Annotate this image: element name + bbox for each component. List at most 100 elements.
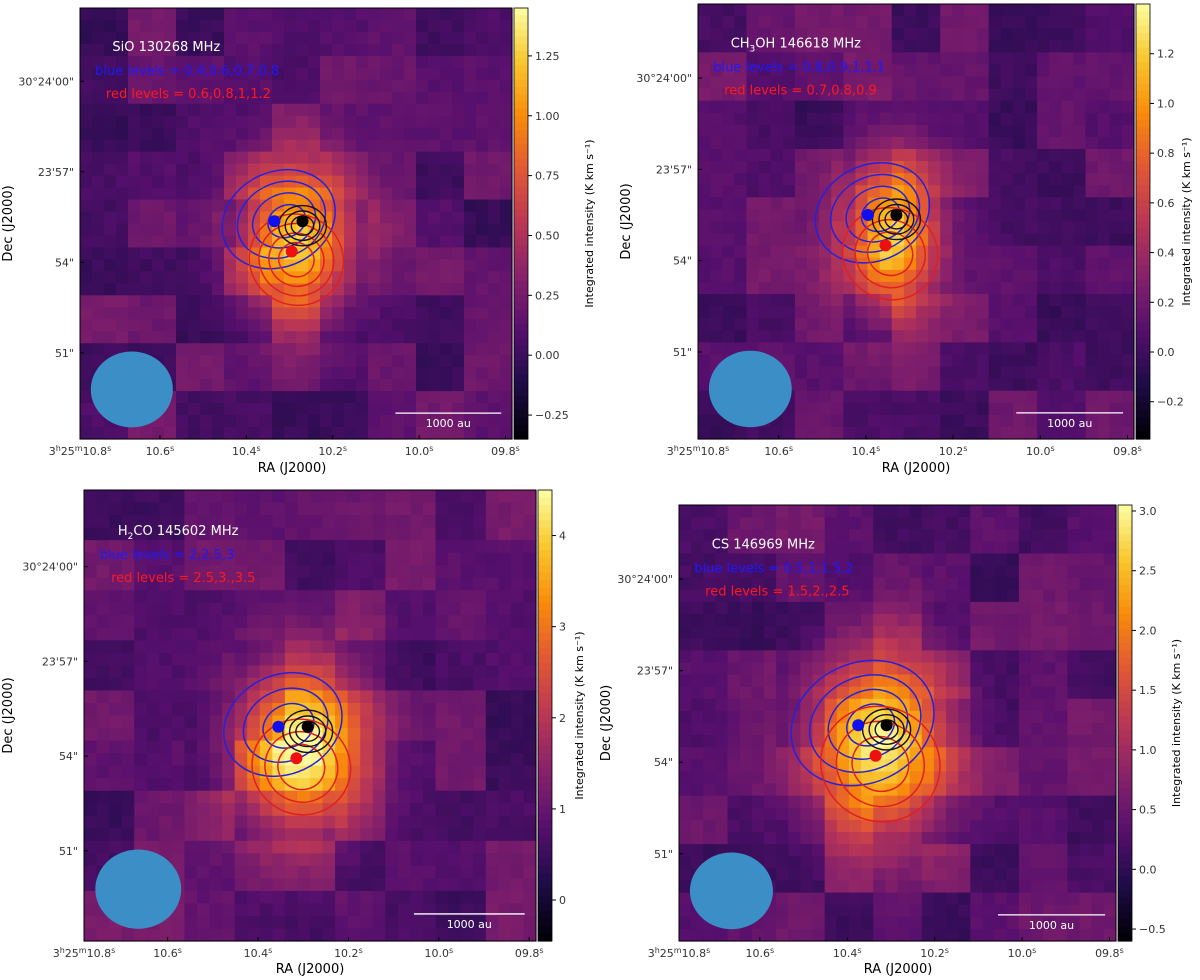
heatmap-cell bbox=[184, 853, 198, 867]
heatmap-cell bbox=[848, 626, 862, 639]
colorbar-segment bbox=[1136, 257, 1150, 266]
heatmap-cell bbox=[739, 819, 753, 833]
heatmap-cell bbox=[159, 490, 173, 504]
heatmap-cell bbox=[308, 343, 321, 356]
heatmap-cell bbox=[1049, 76, 1062, 90]
heatmap-cell bbox=[392, 247, 405, 261]
colorbar-segment bbox=[514, 245, 528, 253]
heatmap-cell bbox=[159, 778, 173, 792]
heatmap-cell bbox=[344, 199, 357, 213]
heatmap-cell bbox=[715, 807, 729, 821]
heatmap-cell bbox=[770, 318, 784, 331]
heatmap-cell bbox=[360, 665, 374, 679]
heatmap-cell bbox=[485, 928, 499, 942]
heatmap-cell bbox=[928, 161, 941, 174]
heatmap-cell bbox=[836, 698, 850, 712]
heatmap-cell bbox=[1073, 209, 1087, 223]
heatmap-cell bbox=[347, 915, 361, 930]
heatmap-cell bbox=[197, 640, 211, 654]
heatmap-cell bbox=[222, 490, 236, 504]
heatmap-cell bbox=[368, 283, 381, 296]
heatmap-cell bbox=[272, 803, 286, 817]
heatmap-cell bbox=[435, 890, 449, 905]
heatmap-cell bbox=[879, 76, 893, 90]
heatmap-cell bbox=[385, 790, 399, 804]
colorbar-segment bbox=[538, 587, 552, 596]
heatmap-cell bbox=[916, 28, 929, 41]
heatmap-cell bbox=[988, 426, 1002, 440]
heatmap-cell bbox=[440, 139, 453, 153]
x-tick-label: 10.2s bbox=[334, 946, 363, 960]
heatmap-cell bbox=[171, 677, 186, 692]
heatmap-cell bbox=[1109, 197, 1123, 211]
heatmap-cell bbox=[440, 163, 453, 177]
heatmap-cell bbox=[184, 753, 198, 767]
heatmap-cell bbox=[776, 783, 789, 797]
colorbar-segment bbox=[538, 707, 552, 717]
heatmap-cell bbox=[498, 878, 512, 892]
heatmap-cell bbox=[807, 281, 820, 295]
heatmap-cell bbox=[385, 490, 399, 504]
heatmap-cell bbox=[464, 163, 477, 177]
colorbar-segment bbox=[538, 888, 552, 897]
heatmap-cell bbox=[84, 903, 98, 917]
heatmap-cell bbox=[715, 626, 729, 639]
heatmap-cell bbox=[788, 819, 801, 833]
heatmap-cell bbox=[96, 840, 110, 854]
heatmap-cell bbox=[296, 31, 309, 45]
heatmap-cell bbox=[80, 19, 93, 33]
heatmap-cell bbox=[322, 665, 336, 679]
heatmap-cell bbox=[184, 515, 198, 529]
heatmap-cell bbox=[710, 64, 723, 78]
heatmap-cell bbox=[1012, 64, 1026, 78]
heatmap-cell bbox=[297, 515, 311, 529]
heatmap-cell bbox=[184, 765, 198, 779]
colorbar-segment bbox=[538, 647, 552, 656]
heatmap-cell bbox=[260, 319, 273, 332]
heatmap-cell bbox=[284, 391, 297, 404]
heatmap-cell bbox=[807, 64, 820, 78]
heatmap-cell bbox=[891, 52, 905, 66]
heatmap-cell bbox=[1037, 185, 1050, 198]
heatmap-cell bbox=[335, 803, 349, 817]
heatmap-cell bbox=[691, 638, 704, 651]
heatmap-cell bbox=[867, 161, 881, 174]
colorbar-label: Integrated intensity (K km s⁻¹) bbox=[583, 139, 596, 307]
heatmap-cell bbox=[698, 281, 711, 295]
heatmap-cell bbox=[448, 515, 462, 529]
heatmap-cell bbox=[344, 259, 357, 272]
heatmap-cell bbox=[879, 378, 893, 392]
heatmap-cell bbox=[104, 259, 117, 272]
colorbar-segment bbox=[1136, 54, 1150, 63]
heatmap-cell bbox=[739, 565, 753, 579]
heatmap-cell bbox=[134, 928, 148, 942]
heatmap-cell bbox=[788, 577, 801, 591]
heatmap-cell bbox=[296, 343, 309, 356]
heatmap-cell bbox=[758, 330, 772, 343]
heatmap-cell bbox=[134, 577, 148, 591]
heatmap-cell bbox=[819, 136, 832, 150]
heatmap-cell bbox=[308, 427, 321, 440]
heatmap-cell bbox=[397, 728, 412, 742]
heatmap-cell bbox=[416, 379, 429, 392]
heatmap-cell bbox=[500, 247, 513, 261]
heatmap-cell bbox=[322, 490, 336, 504]
heatmap-cell bbox=[347, 565, 361, 579]
heatmap-cell bbox=[356, 415, 369, 428]
heatmap-cell bbox=[188, 19, 201, 33]
heatmap-cell bbox=[380, 283, 393, 296]
heatmap-cell bbox=[836, 880, 850, 894]
heatmap-cell bbox=[722, 257, 735, 271]
heatmap-cell bbox=[310, 627, 324, 641]
heatmap-cell bbox=[247, 652, 261, 666]
heatmap-cell bbox=[819, 233, 832, 247]
heatmap-cell bbox=[510, 715, 525, 729]
heatmap-cell bbox=[248, 151, 261, 165]
heatmap-cell bbox=[873, 638, 886, 651]
heatmap-cell bbox=[452, 223, 465, 237]
colorbar-segment bbox=[1136, 395, 1150, 404]
heatmap-cell bbox=[498, 577, 512, 591]
heatmap-cell bbox=[259, 890, 273, 905]
heatmap-cell bbox=[770, 269, 784, 283]
heatmap-cell bbox=[488, 211, 501, 225]
